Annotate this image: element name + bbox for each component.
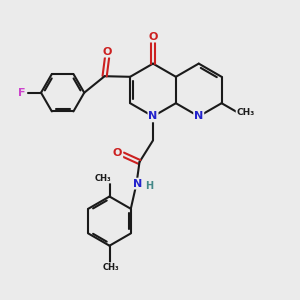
Text: CH₃: CH₃: [94, 174, 111, 183]
Text: O: O: [113, 148, 122, 158]
Text: O: O: [148, 32, 158, 42]
Text: CH₃: CH₃: [103, 263, 119, 272]
Text: N: N: [194, 111, 203, 122]
Text: H: H: [145, 181, 153, 191]
Text: F: F: [18, 88, 26, 98]
Text: CH₃: CH₃: [236, 108, 255, 117]
Text: N: N: [134, 178, 142, 189]
Text: O: O: [102, 46, 112, 57]
Text: N: N: [148, 111, 158, 122]
